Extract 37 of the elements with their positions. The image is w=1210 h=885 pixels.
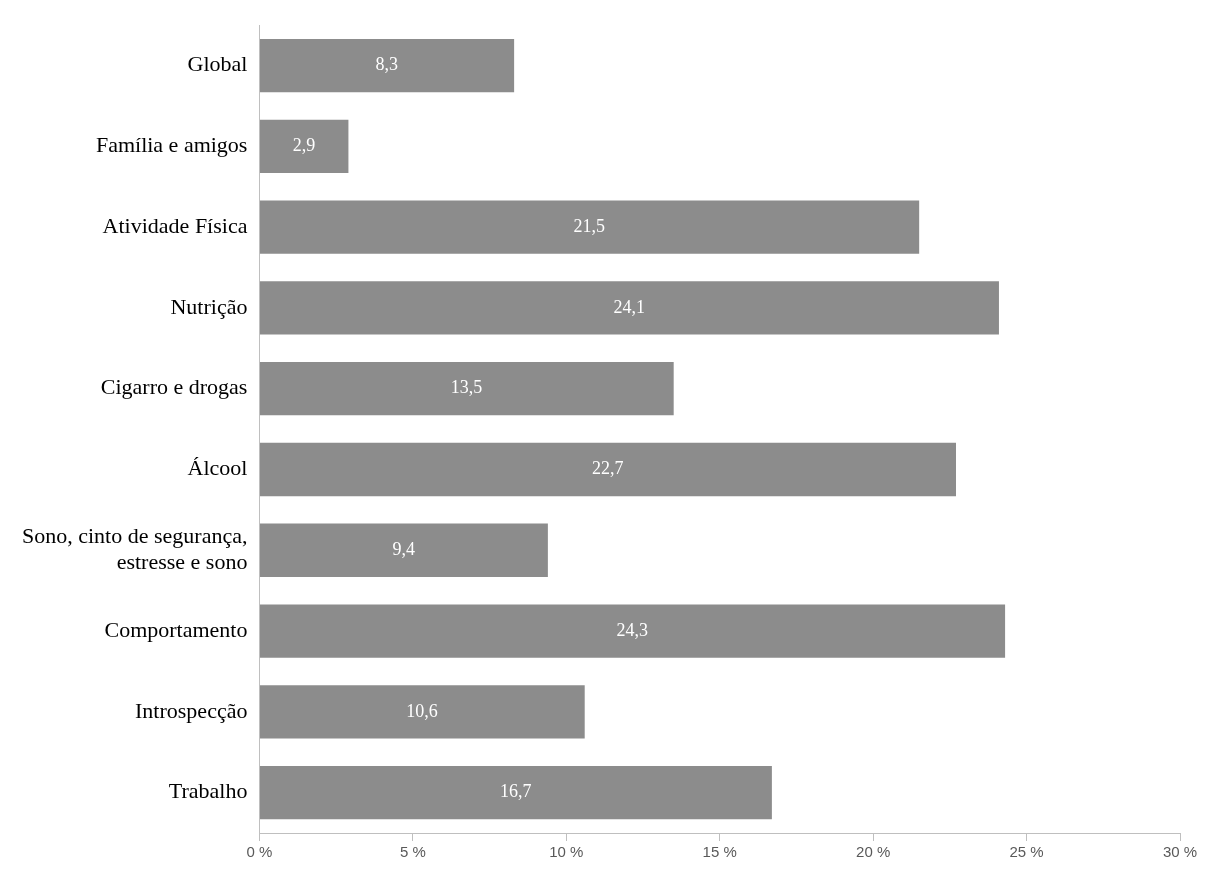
bar [259, 119, 349, 174]
bar [259, 281, 999, 335]
data-label: 10,6 [406, 700, 438, 721]
y-tick-label: Sono, cinto de segurança, estresse e sono [22, 522, 248, 575]
y-tick-label: Nutrição [170, 293, 248, 319]
data-label: 8,3 [375, 54, 399, 75]
bar [259, 200, 920, 254]
bar [259, 604, 1006, 658]
y-tick-label: Global [187, 51, 248, 77]
bar [259, 38, 515, 93]
x-tick-label: 15 % [702, 843, 737, 861]
bar [259, 765, 772, 820]
data-label: 22,7 [591, 458, 624, 479]
y-tick-label: Cigarro e drogas [100, 374, 248, 400]
x-tick-label: 20 % [856, 843, 891, 861]
bar [259, 685, 585, 739]
data-label: 16,7 [499, 781, 532, 802]
data-label: 24,3 [616, 619, 649, 640]
x-tick-label: 5 % [399, 843, 426, 861]
data-label: 2,9 [292, 135, 316, 156]
x-tick-label: 30 % [1162, 843, 1198, 861]
data-label: 24,1 [613, 296, 645, 317]
y-tick-label: Introspecção [135, 697, 248, 723]
y-tick-label: Álcool [187, 455, 248, 481]
y-tick-label: Atividade Física [102, 212, 248, 238]
y-tick-label: Trabalho [168, 778, 248, 804]
y-tick-label: Comportamento [104, 616, 248, 642]
bar [259, 523, 548, 577]
x-tick-label: 0 % [246, 843, 273, 861]
bar [259, 442, 956, 497]
x-tick-label: 25 % [1009, 843, 1044, 861]
bar [259, 362, 674, 416]
data-label: 13,5 [450, 377, 483, 398]
y-tick-label: Família e amigos [95, 132, 248, 158]
data-label: 9,4 [392, 539, 415, 559]
data-label: 21,5 [573, 215, 606, 236]
x-tick-label: 10 % [549, 843, 584, 861]
